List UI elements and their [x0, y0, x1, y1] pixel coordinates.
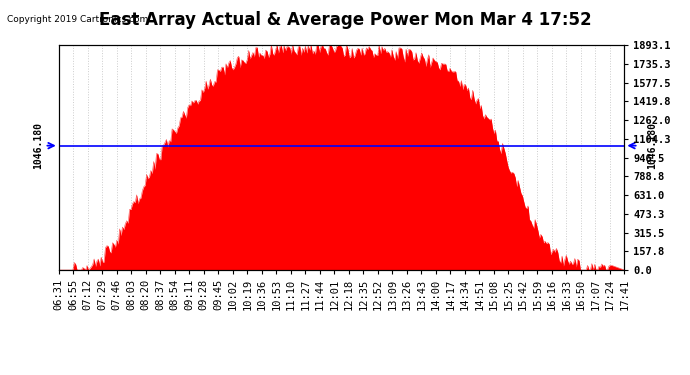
Text: 1046.180: 1046.180: [33, 122, 43, 169]
Text: 1046.180: 1046.180: [647, 122, 657, 169]
Text: East Array Actual & Average Power Mon Mar 4 17:52: East Array Actual & Average Power Mon Ma…: [99, 11, 591, 29]
Text: Copyright 2019 Cartronics.com: Copyright 2019 Cartronics.com: [7, 15, 148, 24]
